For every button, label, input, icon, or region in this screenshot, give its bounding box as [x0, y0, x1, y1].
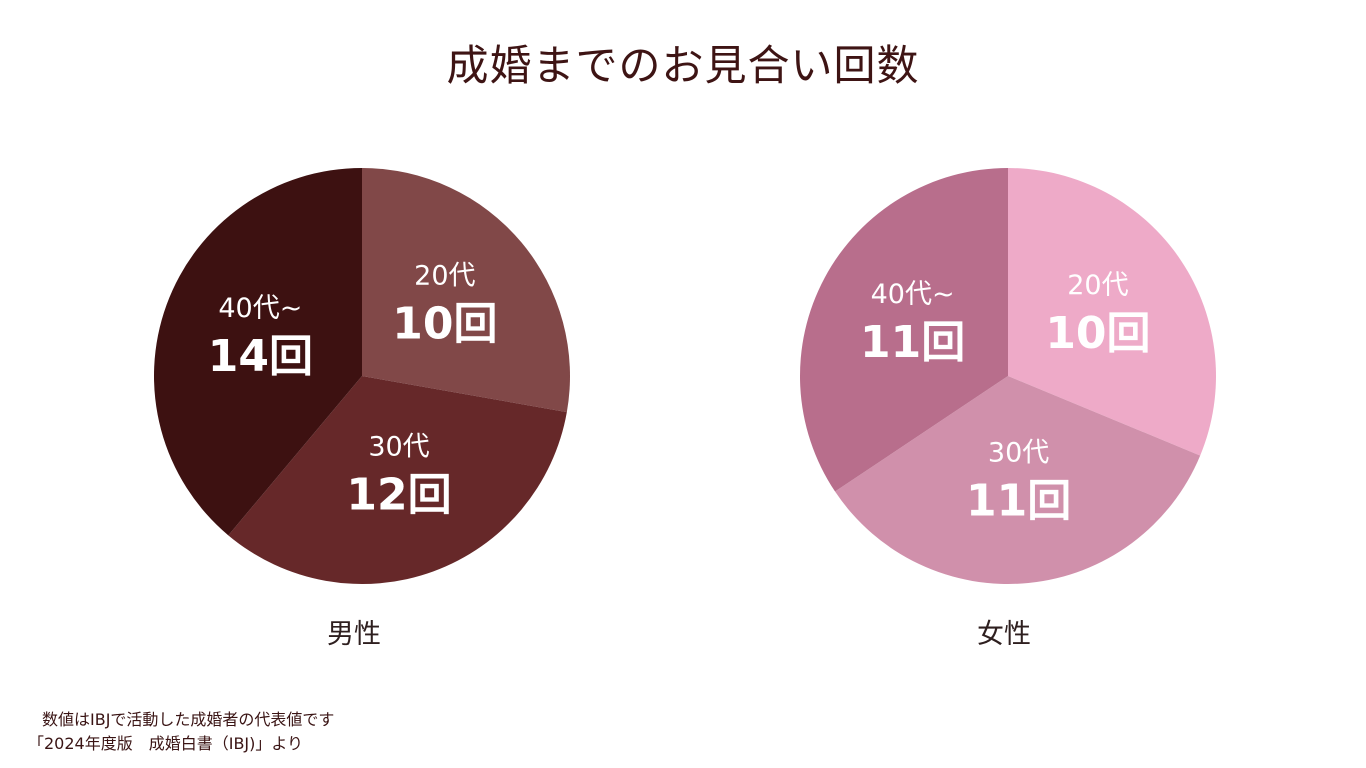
pie-female-slice-0 — [1008, 168, 1216, 456]
pie-male-slice-1-value: 12回 — [346, 470, 451, 521]
pie-male: 20代 10回 30代 12回 40代~ 14回 — [154, 168, 570, 585]
pie-male-slice-0-category: 20代 — [414, 260, 475, 291]
pie-male-slice-0 — [362, 168, 570, 413]
footnote-line-1: 数値はIBJで活動した成婚者の代表値です — [42, 710, 335, 729]
pie-male-slice-2-value: 14回 — [208, 331, 313, 382]
pie-female-slice-1 — [835, 376, 1201, 585]
pie-female-slice-1-category: 30代 — [988, 438, 1049, 469]
pie-male-slice-1-category: 30代 — [368, 432, 429, 463]
pie-female-slice-0-value: 10回 — [1045, 308, 1150, 359]
footnote: 数値はIBJで活動した成婚者の代表値です 「2024年度版 成婚白書（IBJ)」… — [28, 708, 334, 756]
pie-female-slice-1-value: 11回 — [966, 476, 1071, 527]
pie-male-slice-1 — [228, 376, 567, 585]
footnote-line-2: 「2024年度版 成婚白書（IBJ)」より — [28, 734, 304, 753]
pie-female-slice-2 — [799, 168, 1008, 492]
pie-male-slice-2-category: 40代~ — [218, 293, 302, 324]
pie-female-slice-2-category: 40代~ — [871, 279, 955, 310]
chart-title: 成婚までのお見合い回数 — [446, 41, 920, 90]
pie-female-label: 女性 — [977, 619, 1031, 650]
pie-female-slice-2-value: 11回 — [860, 317, 965, 368]
pie-male-slice-2 — [154, 168, 362, 536]
pie-female-slice-0-category: 20代 — [1067, 270, 1128, 301]
pie-female: 20代 10回 30代 11回 40代~ 11回 — [799, 168, 1216, 585]
pie-male-slice-0-value: 10回 — [392, 298, 497, 349]
pie-male-label: 男性 — [327, 619, 381, 650]
